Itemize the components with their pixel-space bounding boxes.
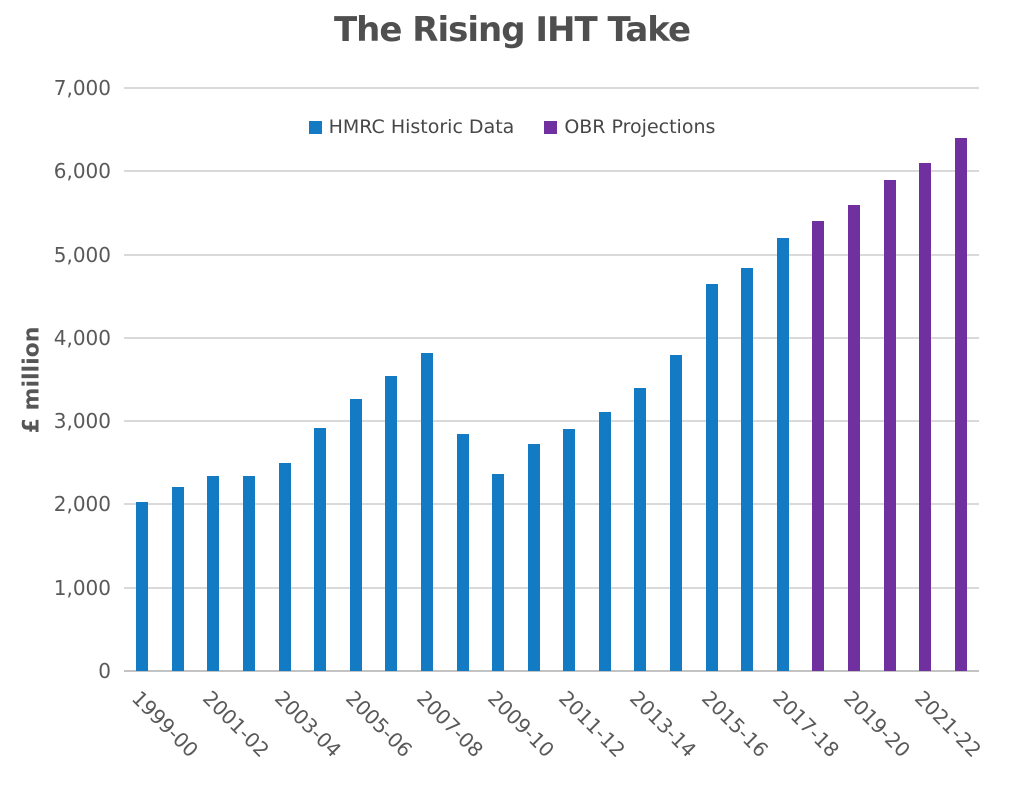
bar-2000-01 bbox=[171, 486, 184, 671]
legend-swatch-icon bbox=[308, 120, 322, 134]
x-tick-label: 2015-16 bbox=[696, 686, 773, 763]
bar-2019-20 bbox=[847, 204, 860, 671]
chart-title: The Rising IHT Take bbox=[333, 10, 691, 50]
x-tick-label: 2021-22 bbox=[910, 686, 987, 763]
x-tick-label: 2019-20 bbox=[838, 686, 916, 763]
bar-2012-13 bbox=[598, 411, 611, 671]
bar-2014-15 bbox=[670, 354, 683, 671]
bar-2008-09 bbox=[456, 434, 469, 671]
y-tick-label: 1,000 bbox=[53, 575, 111, 600]
legend-item-0: HMRC Historic Data bbox=[308, 116, 515, 138]
y-axis-title: £ million bbox=[19, 326, 45, 434]
x-axis-line bbox=[124, 670, 979, 672]
bar-2006-07 bbox=[385, 376, 398, 671]
y-tick-label: 5,000 bbox=[53, 242, 111, 267]
gridline-6000 bbox=[124, 170, 979, 173]
chart-legend: HMRC Historic Data OBR Projections bbox=[0, 116, 1024, 138]
x-tick-label: 1999-00 bbox=[127, 686, 204, 763]
legend-label: HMRC Historic Data bbox=[328, 116, 515, 138]
y-tick-label: 3,000 bbox=[53, 409, 111, 434]
bar-2016-17 bbox=[741, 267, 754, 671]
bar-2020-21 bbox=[883, 179, 896, 671]
bar-2010-11 bbox=[527, 444, 540, 671]
bar-2009-10 bbox=[492, 473, 505, 671]
bar-2005-06 bbox=[349, 398, 362, 671]
bar-2022-23 bbox=[954, 137, 967, 671]
bar-2017-18 bbox=[776, 237, 789, 671]
x-tick-label: 2005-06 bbox=[340, 686, 417, 763]
x-tick-label: 2013-14 bbox=[625, 686, 702, 763]
bar-2007-08 bbox=[420, 352, 433, 671]
legend-swatch-icon bbox=[544, 120, 558, 134]
gridline-2000 bbox=[124, 503, 979, 506]
bar-2013-14 bbox=[634, 387, 647, 671]
x-tick-label: 2017-18 bbox=[767, 686, 844, 763]
x-tick-label: 2003-04 bbox=[269, 686, 346, 763]
bar-2018-19 bbox=[812, 221, 825, 671]
legend-label: OBR Projections bbox=[564, 116, 716, 138]
gridline-5000 bbox=[124, 253, 979, 256]
gridline-4000 bbox=[124, 336, 979, 339]
bar-2001-02 bbox=[207, 476, 220, 671]
y-tick-label: 7,000 bbox=[53, 76, 111, 100]
legend-item-1: OBR Projections bbox=[544, 116, 715, 138]
bar-2011-12 bbox=[563, 429, 576, 671]
bar-2003-04 bbox=[278, 462, 291, 671]
y-tick-label: 0 bbox=[98, 659, 111, 683]
gridline-1000 bbox=[124, 586, 979, 589]
bar-2021-22 bbox=[919, 162, 932, 671]
x-tick-label: 2011-12 bbox=[554, 686, 631, 763]
y-tick-label: 2,000 bbox=[53, 492, 111, 517]
y-tick-label: 6,000 bbox=[53, 159, 111, 184]
bar-2015-16 bbox=[705, 283, 718, 671]
gridline-3000 bbox=[124, 420, 979, 423]
gridline-7000 bbox=[124, 87, 979, 89]
bar-1999-00 bbox=[136, 501, 149, 671]
y-tick-label: 4,000 bbox=[53, 325, 111, 350]
bar-2002-03 bbox=[243, 476, 256, 671]
x-tick-label: 2009-10 bbox=[483, 686, 560, 763]
x-tick-label: 2007-08 bbox=[411, 686, 489, 763]
x-tick-label: 2001-02 bbox=[198, 686, 275, 763]
bar-2004-05 bbox=[314, 427, 327, 671]
